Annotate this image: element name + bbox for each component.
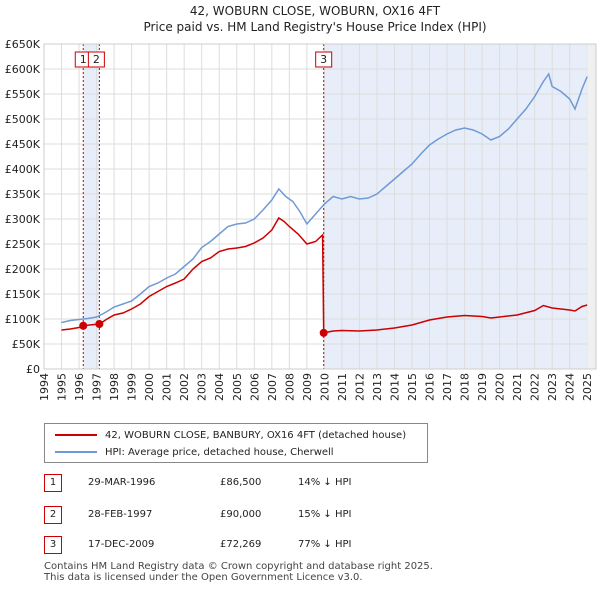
sale-number-label: 2 [93,53,100,66]
x-tick-label: 1994 [38,373,51,401]
legend-label-hpi: HPI: Average price, detached house, Cher… [105,446,334,458]
transaction-row: 2 28-FEB-1997 £90,000 15% ↓ HPI [44,506,564,524]
transaction-date: 28-FEB-1997 [88,509,153,520]
sale-point [319,328,328,337]
x-tick-label: 2012 [353,373,366,401]
x-tick-label: 2008 [283,373,296,401]
legend-swatch-property [55,434,97,436]
transaction-row: 1 29-MAR-1996 £86,500 14% ↓ HPI [44,474,564,492]
x-tick-label: 2014 [388,373,401,401]
y-tick-label: £0 [26,363,40,376]
transaction-price: £86,500 [220,477,262,488]
transaction-price: £90,000 [220,509,262,520]
x-tick-label: 2011 [336,373,349,401]
x-tick-label: 2001 [161,373,174,401]
y-tick-label: £650K [5,38,41,51]
legend-entry-property: 42, WOBURN CLOSE, BANBURY, OX16 4FT (det… [55,428,406,442]
y-tick-label: £450K [5,138,41,151]
transaction-hpi: 14% ↓ HPI [298,477,352,488]
forecast-hatch [587,44,596,369]
plot-frame [43,43,597,370]
chart-title: 42, WOBURN CLOSE, WOBURN, OX16 4FT [190,4,441,18]
x-tick-label: 1997 [91,373,104,401]
transaction-price: £72,269 [220,539,262,550]
transaction-hpi: 15% ↓ HPI [298,509,352,520]
x-tick-label: 2010 [318,373,331,401]
transaction-number: 1 [44,474,62,492]
x-tick-label: 2009 [301,373,314,401]
post-sale-shade [323,44,596,369]
sale-number-label: 1 [80,53,87,66]
x-tick-label: 1995 [56,373,69,401]
x-tick-label: 2023 [546,373,559,401]
sale-point [95,320,104,328]
x-tick-label: 2003 [196,373,209,401]
x-tick-label: 2016 [424,373,437,401]
x-tick-label: 2017 [441,373,454,401]
y-tick-label: £400K [5,163,41,176]
transaction-number: 2 [44,506,62,524]
price-chart: 42, WOBURN CLOSE, WOBURN, OX16 4FT Price… [5,4,597,401]
x-tick-label: 2000 [143,373,156,401]
x-tick-label: 2021 [511,373,524,401]
x-tick-label: 2015 [406,373,419,401]
x-tick-label: 2002 [178,373,191,401]
y-tick-label: £550K [5,88,41,101]
transaction-number: 3 [44,536,62,554]
footer-copyright: Contains HM Land Registry data © Crown c… [44,561,433,572]
x-tick-label: 2004 [213,373,226,401]
legend-swatch-hpi [55,451,97,453]
series-line-property [61,216,588,334]
footer-attribution: Contains HM Land Registry data © Crown c… [44,561,433,583]
footer-licence: This data is licensed under the Open Gov… [44,572,363,583]
x-tick-label: 2013 [371,373,384,401]
y-tick-label: £50K [12,338,41,351]
y-tick-label: £600K [5,63,41,76]
x-tick-label: 2007 [266,373,279,401]
y-tick-label: £300K [5,213,41,226]
y-tick-label: £250K [5,238,41,251]
legend-label-property: 42, WOBURN CLOSE, BANBURY, OX16 4FT (det… [105,429,407,441]
sale-point [79,321,88,330]
x-tick-label: 1998 [108,373,121,401]
sale-period-shade [83,44,100,369]
series-line-hpi [61,72,588,324]
x-tick-label: 2018 [459,373,472,401]
x-tick-label: 1999 [126,373,139,401]
legend-entry-hpi: HPI: Average price, detached house, Cher… [55,445,334,459]
sale-number-box [315,51,333,68]
chart-legend: 42, WOBURN CLOSE, BANBURY, OX16 4FT (det… [44,423,428,463]
x-tick-label: 1996 [73,373,86,401]
transaction-hpi: 77% ↓ HPI [298,539,352,550]
transaction-date: 29-MAR-1996 [88,477,156,488]
transaction-row: 3 17-DEC-2009 £72,269 77% ↓ HPI [44,536,564,554]
transaction-date: 17-DEC-2009 [88,539,155,550]
x-tick-label: 2024 [564,373,577,401]
chart-subtitle: Price paid vs. HM Land Registry's House … [143,20,486,34]
x-tick-label: 2022 [529,373,542,401]
y-tick-label: £350K [5,188,41,201]
y-tick-label: £200K [5,263,41,276]
x-tick-label: 2005 [231,373,244,401]
x-tick-label: 2006 [248,373,261,401]
y-tick-label: £150K [5,288,41,301]
sale-number-box [87,51,105,68]
sale-number-label: 3 [320,53,327,66]
x-tick-label: 2025 [581,373,594,401]
x-tick-label: 2019 [476,373,489,401]
y-tick-label: £100K [5,313,41,326]
x-tick-label: 2020 [494,373,507,401]
y-tick-label: £500K [5,113,41,126]
